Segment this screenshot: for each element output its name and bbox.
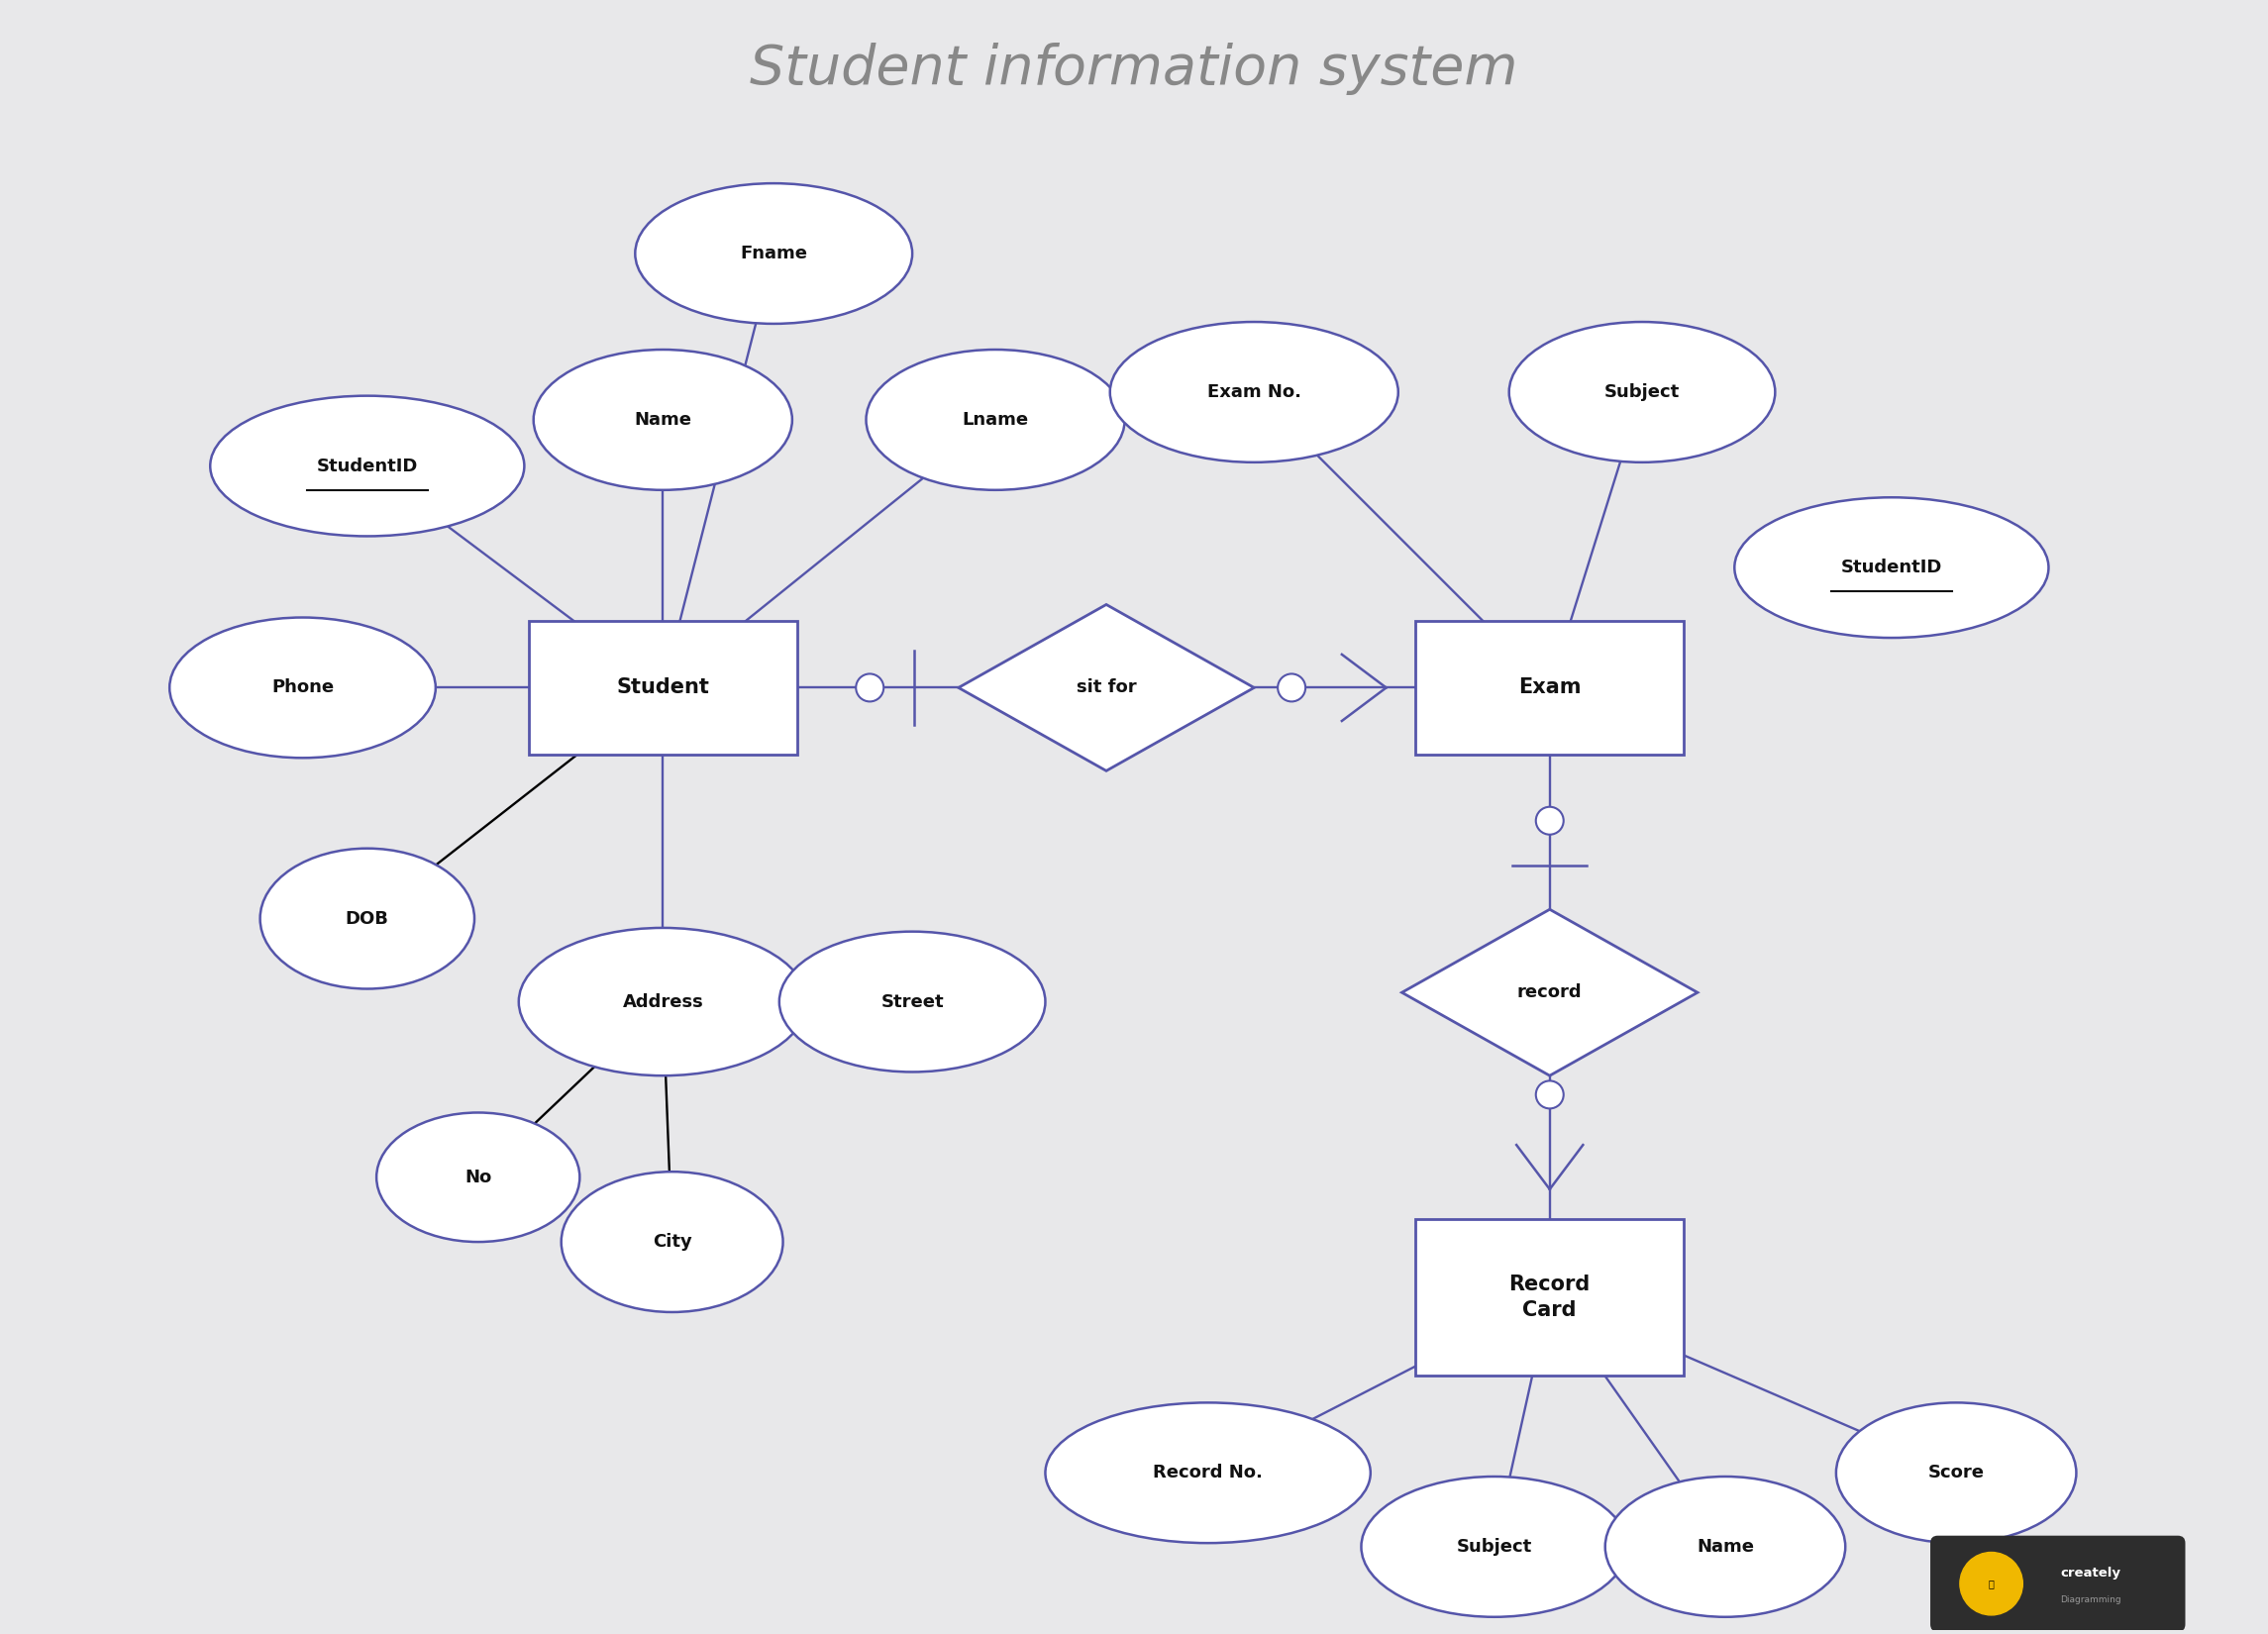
FancyBboxPatch shape	[1415, 621, 1683, 755]
Ellipse shape	[866, 350, 1125, 490]
Text: No: No	[465, 1168, 492, 1186]
FancyBboxPatch shape	[1415, 1219, 1683, 1376]
Ellipse shape	[1837, 1402, 2075, 1542]
Ellipse shape	[1046, 1402, 1370, 1542]
Polygon shape	[1402, 910, 1696, 1075]
FancyBboxPatch shape	[528, 621, 796, 755]
Ellipse shape	[170, 618, 435, 758]
Text: Subject: Subject	[1456, 1538, 1533, 1556]
Ellipse shape	[635, 183, 912, 324]
Ellipse shape	[376, 1113, 581, 1242]
Text: Record
Card: Record Card	[1508, 1275, 1590, 1320]
Text: sit for: sit for	[1077, 678, 1136, 696]
Ellipse shape	[560, 1172, 782, 1312]
Text: Record No.: Record No.	[1152, 1464, 1263, 1482]
Text: Address: Address	[621, 993, 703, 1011]
Text: City: City	[653, 1234, 692, 1250]
Text: Subject: Subject	[1603, 384, 1681, 400]
Ellipse shape	[211, 395, 524, 536]
Ellipse shape	[1735, 497, 2048, 637]
Text: Street: Street	[880, 993, 943, 1011]
Text: Student information system: Student information system	[751, 42, 1517, 95]
Circle shape	[855, 673, 885, 701]
Polygon shape	[959, 605, 1254, 771]
Ellipse shape	[519, 928, 807, 1075]
Text: Score: Score	[1928, 1464, 1984, 1482]
Ellipse shape	[261, 848, 474, 989]
Ellipse shape	[533, 350, 792, 490]
Text: record: record	[1517, 984, 1583, 1002]
Circle shape	[1960, 1552, 2023, 1614]
Circle shape	[1277, 673, 1306, 701]
Ellipse shape	[780, 931, 1046, 1072]
FancyBboxPatch shape	[1930, 1536, 2186, 1632]
Ellipse shape	[1361, 1477, 1628, 1618]
Text: 💡: 💡	[1989, 1578, 1994, 1588]
Ellipse shape	[1508, 322, 1776, 462]
Text: Fname: Fname	[739, 245, 807, 263]
Circle shape	[1535, 1080, 1563, 1108]
Circle shape	[1535, 807, 1563, 835]
Ellipse shape	[1109, 322, 1397, 462]
Text: Lname: Lname	[962, 410, 1030, 428]
Text: Exam No.: Exam No.	[1207, 384, 1302, 400]
Text: StudentID: StudentID	[1842, 559, 1941, 577]
Text: Name: Name	[635, 410, 692, 428]
Ellipse shape	[1606, 1477, 1846, 1618]
Text: creately: creately	[2062, 1565, 2121, 1578]
Text: StudentID: StudentID	[318, 458, 417, 475]
Text: Phone: Phone	[272, 678, 333, 696]
Text: Diagramming: Diagramming	[2062, 1596, 2121, 1605]
Text: DOB: DOB	[345, 910, 390, 928]
Text: Name: Name	[1696, 1538, 1753, 1556]
Text: Student: Student	[617, 678, 710, 698]
Text: Exam: Exam	[1517, 678, 1581, 698]
